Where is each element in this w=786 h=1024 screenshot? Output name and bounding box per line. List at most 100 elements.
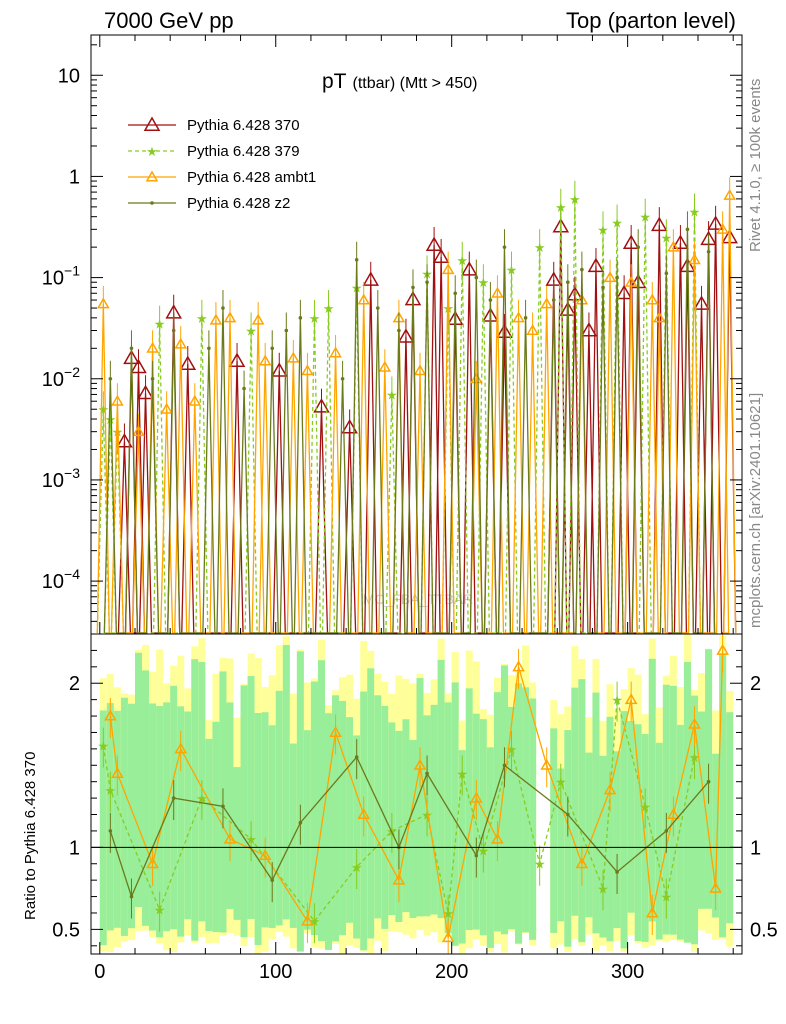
ratio-y-tick-label: 0.5: [52, 919, 80, 941]
data-point: [540, 297, 553, 309]
data-point: [688, 253, 701, 265]
ratio-uncertainty-bands: [99, 634, 734, 954]
band-green: [515, 683, 523, 944]
data-point: [470, 372, 483, 384]
data-point: [470, 791, 483, 803]
band-green: [578, 679, 586, 943]
data-point: [653, 311, 666, 323]
data-point: [160, 402, 173, 414]
data-point: [580, 321, 598, 337]
legend-entry: Pythia 6.428 z2: [128, 195, 290, 212]
data-point: ★: [506, 263, 518, 278]
band-green: [493, 692, 501, 932]
data-point: [354, 755, 359, 759]
data-point: ★: [555, 200, 567, 215]
data-point: [301, 364, 314, 376]
band-green: [332, 695, 340, 942]
data-point: [413, 364, 427, 376]
band-green: [177, 706, 185, 937]
data-point: [354, 257, 359, 262]
data-point: [362, 271, 380, 286]
band-green: [564, 730, 572, 947]
series-pythia-6-428-z2: [103, 211, 716, 634]
data-point: [375, 306, 380, 310]
data-point: [143, 116, 161, 131]
data-point: [104, 709, 117, 721]
data-point: ★: [506, 742, 518, 757]
data-point: ★: [689, 205, 701, 220]
data-point: ★: [689, 750, 701, 765]
y-tick-label: 10−1: [42, 263, 80, 290]
data-point: ★: [245, 323, 257, 338]
data-point: [491, 832, 504, 844]
data-point: [411, 285, 415, 290]
data-point: [716, 643, 729, 655]
y-tick-label: 10−4: [42, 566, 80, 593]
band-green: [683, 661, 691, 943]
data-point: [329, 725, 342, 737]
data-point: [496, 323, 513, 338]
data-point: [587, 257, 605, 273]
data-point: [378, 360, 392, 372]
data-point: [707, 215, 724, 230]
ratio-y-tick-label: 2: [69, 673, 80, 695]
data-point: [207, 346, 211, 351]
x-tick-label: 200: [435, 961, 468, 983]
data-point: [502, 245, 507, 249]
ratio-y-tick-label-right: 2: [750, 673, 761, 695]
data-point: [645, 906, 659, 918]
data-point: ★: [569, 192, 581, 207]
band-green: [296, 651, 304, 952]
data-point: [512, 311, 525, 323]
band-green: [367, 668, 375, 939]
data-point: [551, 298, 556, 302]
data-point: [221, 306, 225, 310]
data-point: [108, 376, 113, 381]
data-point: [672, 234, 689, 249]
data-point: [566, 280, 570, 285]
data-point: [615, 275, 619, 280]
data-point: [116, 432, 133, 448]
series-line: [109, 650, 724, 938]
data-point: [329, 346, 342, 358]
data-point: [413, 758, 427, 770]
band-green: [437, 659, 445, 919]
data-point: [624, 275, 638, 287]
band-green: [134, 652, 143, 908]
band-green: [184, 711, 192, 920]
data-point: [145, 170, 159, 182]
data-point: [228, 352, 246, 367]
series-pythia-6-428-379: ★★★★ ★★★★★★★★★★★★★★★ ★ ★★★: [96, 180, 702, 634]
band-green: [346, 717, 354, 923]
band-green: [233, 767, 241, 920]
data-point: [174, 742, 188, 754]
y-tick-label: 1: [69, 166, 80, 188]
band-green: [620, 711, 628, 949]
band-green: [149, 703, 157, 931]
data-point: ★: [245, 832, 257, 847]
series-pythia-6-428-ambt1: [104, 634, 729, 954]
data-point: [566, 286, 584, 301]
data-point: ★: [442, 906, 454, 921]
data-point: [146, 341, 159, 353]
header-left: 7000 GeV pp: [104, 8, 234, 33]
y-tick-label: 10: [58, 65, 80, 87]
data-point: [664, 829, 669, 833]
band-green: [282, 645, 290, 920]
data-point: [97, 297, 110, 309]
series-line: [96, 198, 702, 634]
data-point: [723, 188, 736, 200]
band-green: [430, 704, 438, 915]
band-green: [655, 742, 663, 940]
band-green: [163, 702, 171, 932]
data-point: ★: [154, 317, 166, 332]
data-point: [566, 812, 570, 817]
data-point: ★: [105, 412, 117, 427]
band-green: [634, 724, 642, 942]
legend: Pythia 6.428 370 ★ Pythia 6.428 379 Pythia …: [128, 116, 316, 212]
data-point: [251, 313, 265, 325]
data-point: ★: [661, 890, 673, 905]
band-green: [261, 712, 269, 928]
data-point: [301, 914, 314, 926]
